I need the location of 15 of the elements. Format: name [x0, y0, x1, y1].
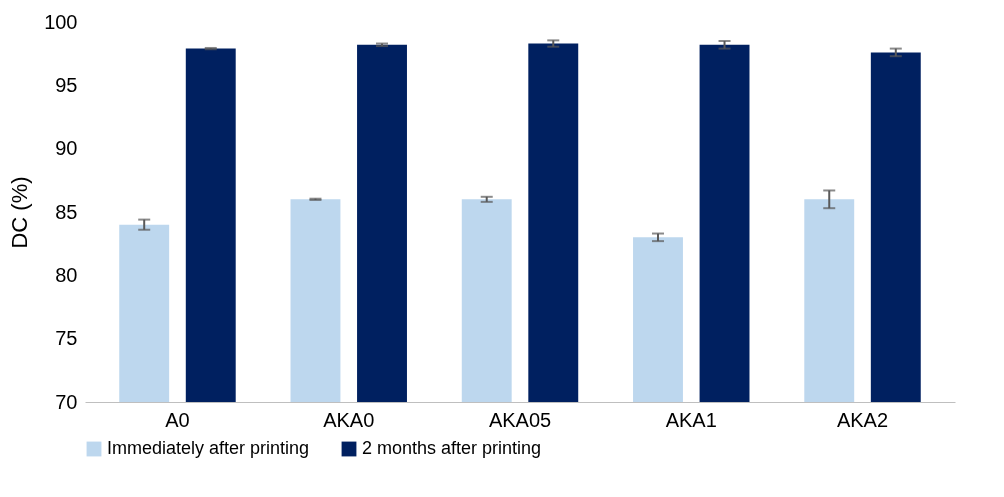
y-tick-label: 85: [55, 200, 78, 223]
y-tick-label: 75: [55, 327, 78, 350]
y-tick-label: 70: [55, 390, 78, 413]
legend-label: Immediately after printing: [107, 438, 310, 458]
legend-label: 2 months after printing: [362, 438, 542, 458]
y-tick-label: 90: [55, 137, 78, 160]
x-tick-label: AKA2: [836, 408, 889, 431]
y-tick-label: 100: [44, 10, 78, 33]
x-tick-label: AKA0: [323, 408, 375, 431]
y-tick-label: 95: [55, 73, 78, 96]
x-tick-label: AKA1: [665, 408, 717, 431]
x-tick-label: A0: [165, 408, 190, 431]
x-tick-label: AKA05: [488, 408, 552, 431]
y-tick-label: 80: [55, 263, 78, 286]
y-axis-title: DC (%): [7, 176, 33, 249]
